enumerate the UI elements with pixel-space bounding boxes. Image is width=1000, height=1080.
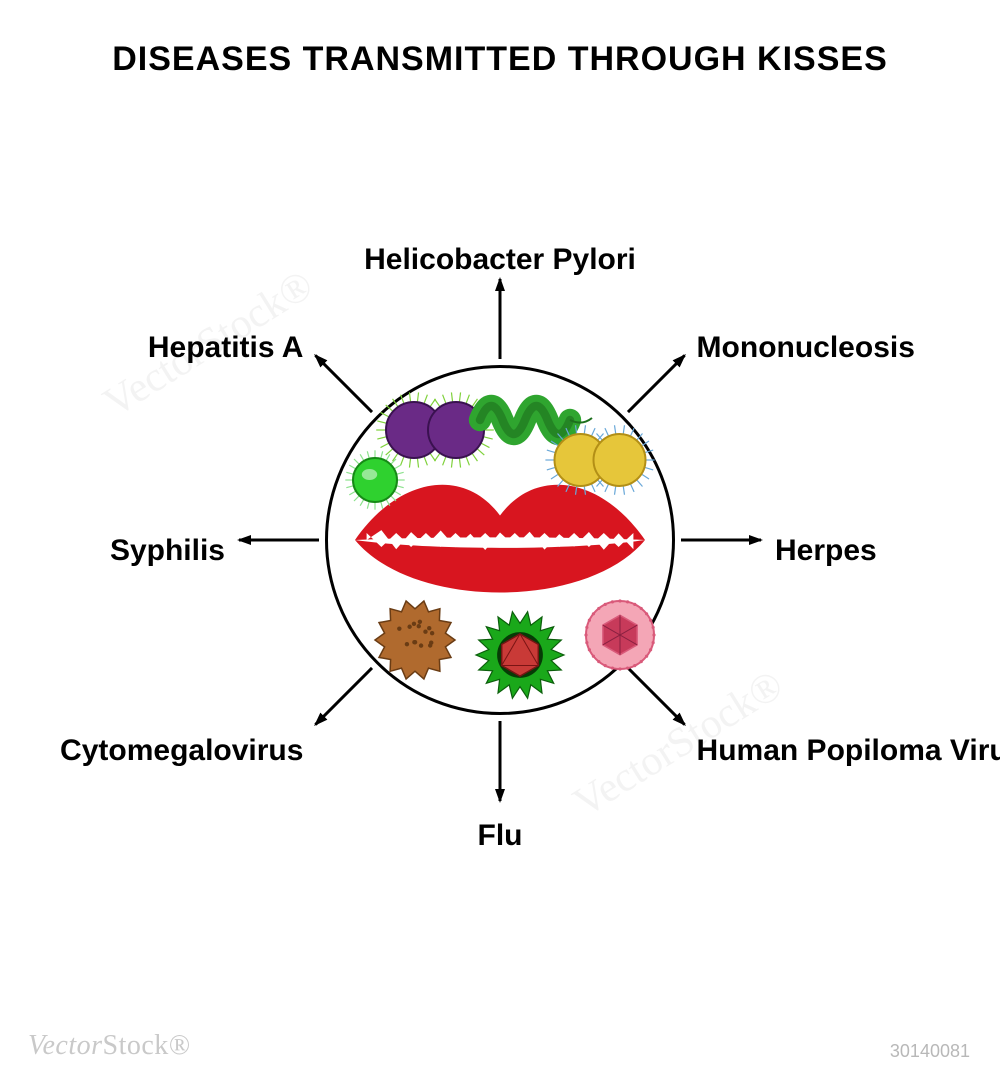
- disease-label: Mononucleosis: [697, 331, 915, 365]
- disease-label: Hepatitis A: [148, 331, 304, 365]
- disease-label: Helicobacter Pylori: [300, 243, 700, 277]
- disease-label: Flu: [300, 819, 700, 853]
- lips-icon: [355, 485, 645, 593]
- disease-label: Human Popiloma Virus: [697, 734, 1000, 768]
- watermark-brand: VectorStock®: [28, 1030, 191, 1062]
- disease-label: Cytomegalovirus: [60, 734, 303, 768]
- coccus-green-icon: [345, 450, 404, 509]
- virus-green-frilly-icon: [476, 612, 564, 699]
- disease-label: Herpes: [775, 534, 877, 568]
- spirillum-green-icon: [480, 406, 592, 434]
- virus-pink-capsid-icon: [584, 599, 655, 670]
- virus-brown-spiky-icon: [375, 601, 455, 679]
- disease-label: Syphilis: [110, 534, 225, 568]
- watermark-id: 30140081: [880, 1037, 980, 1066]
- diagram-stage: Helicobacter Pylori Mononucleosis Herpes Hu…: [0, 0, 1000, 1000]
